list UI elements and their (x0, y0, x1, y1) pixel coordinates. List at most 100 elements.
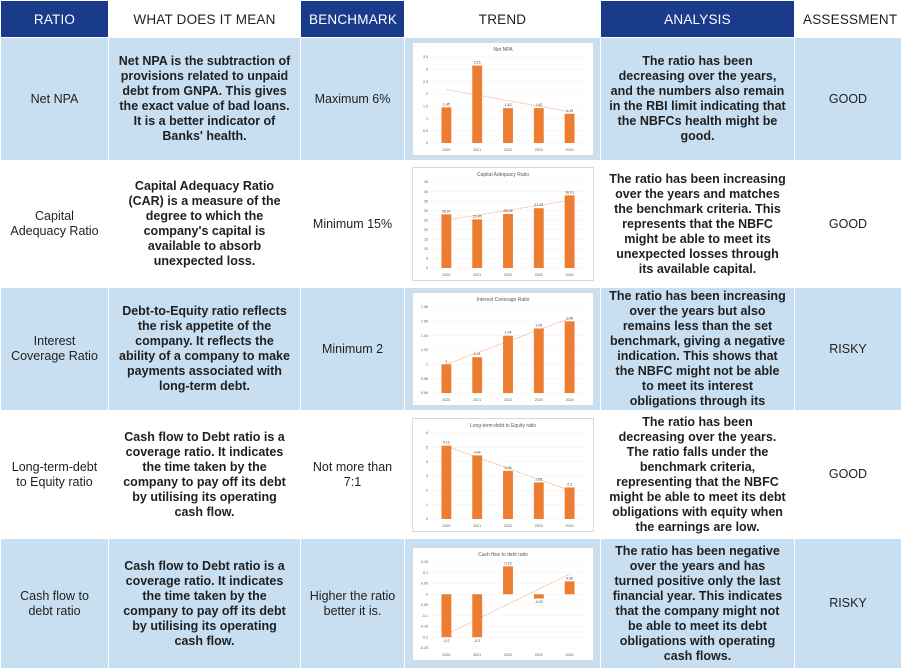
x-tick-label: 2024 (565, 148, 573, 152)
data-label: 1.19 (566, 109, 573, 113)
ratio-analysis: The ratio has been decreasing over the y… (601, 38, 795, 161)
data-label: 3.15 (473, 61, 480, 65)
ratio-analysis: The ratio has been negative over the yea… (601, 539, 795, 669)
data-label: 1.01 (473, 352, 480, 356)
data-label: -0.02 (534, 600, 542, 604)
chart-svg: Cash flow to debt ratio-0.25-0.2-0.15-0.… (413, 548, 593, 660)
y-tick-label: 1.02 (421, 348, 428, 352)
y-tick-label: 1.06 (421, 320, 428, 324)
x-tick-label: 2023 (534, 524, 542, 528)
x-tick-label: 2022 (504, 398, 512, 402)
chart-title: Net NPA (493, 47, 513, 53)
ratio-meaning: Capital Adequacy Ratio (CAR) is a measur… (109, 161, 301, 288)
x-tick-label: 2022 (504, 273, 512, 277)
chart-bar (564, 195, 574, 268)
x-tick-label: 2021 (473, 653, 481, 657)
x-tick-label: 2020 (442, 398, 450, 402)
x-tick-label: 2023 (534, 273, 542, 277)
y-tick-label: 2 (426, 488, 428, 492)
y-tick-label: 35 (424, 199, 428, 203)
data-label: 1 (445, 359, 447, 363)
x-tick-label: 2021 (473, 148, 481, 152)
y-tick-label: 2.5 (423, 80, 428, 84)
header-assessment: ASSESSMENT (795, 1, 901, 38)
y-tick-label: 0.98 (421, 377, 428, 381)
x-tick-label: 2024 (565, 398, 573, 402)
x-tick-label: 2020 (442, 653, 450, 657)
chart-bar (533, 108, 543, 143)
chart-title: Interest Coverage Ratio (476, 297, 529, 303)
chart-bar (533, 482, 543, 519)
ratio-name: Long-term-debt to Equity ratio (1, 411, 109, 539)
ratio-benchmark: Not more than 7:1 (301, 411, 405, 539)
ratio-benchmark: Minimum 2 (301, 288, 405, 411)
chart-bar (503, 470, 513, 518)
y-tick-label: 30 (424, 209, 428, 213)
trend-chart: Cash flow to debt ratio-0.25-0.2-0.15-0.… (412, 547, 594, 661)
y-tick-label: 5 (426, 257, 428, 261)
table-row: Interest Coverage Ratio Debt-to-Equity r… (1, 288, 901, 411)
data-label: 4.44 (473, 450, 480, 454)
chart-bar (472, 594, 482, 637)
table-row: Capital Adequacy Ratio Capital Adequacy … (1, 161, 901, 288)
y-tick-label: 1.5 (423, 104, 428, 108)
ratio-name: Capital Adequacy Ratio (1, 161, 109, 288)
y-tick-label: 25 (424, 218, 428, 222)
chart-bar (564, 321, 574, 393)
data-label: 1.05 (535, 324, 542, 328)
data-label: 2.55 (535, 477, 542, 481)
y-tick-label: 3.5 (423, 55, 428, 59)
chart-bar (441, 364, 451, 393)
header-trend: TREND (405, 1, 601, 38)
x-tick-label: 2022 (504, 524, 512, 528)
ratio-meaning: Debt-to-Equity ratio reflects the risk a… (109, 288, 301, 411)
x-tick-label: 2024 (565, 273, 573, 277)
y-tick-label: 0 (426, 141, 428, 145)
table-row: Net NPA Net NPA is the subtraction of pr… (1, 38, 901, 161)
x-tick-label: 2020 (442, 524, 450, 528)
y-tick-label: 45 (424, 180, 428, 184)
chart-bar (564, 114, 574, 143)
y-tick-label: 0.5 (423, 129, 428, 133)
y-tick-label: 40 (424, 190, 428, 194)
x-tick-label: 2024 (565, 524, 573, 528)
data-label: 1.42 (504, 103, 511, 107)
header-meaning: WHAT DOES IT MEAN (109, 1, 301, 38)
chart-bar (472, 66, 482, 143)
y-tick-label: 1.04 (421, 334, 428, 338)
data-label: 38.01 (565, 190, 574, 194)
table-row: Cash flow to debt ratio Cash flow to Deb… (1, 539, 901, 669)
chart-svg: Net NPA00.511.522.533.51.4520203.1520211… (413, 43, 593, 155)
y-tick-label: -0.15 (419, 624, 427, 628)
x-tick-label: 2020 (442, 148, 450, 152)
chart-title: Capital Adequacy Ratio (477, 172, 529, 178)
x-tick-label: 2021 (473, 398, 481, 402)
y-tick-label: -0.05 (419, 603, 427, 607)
y-tick-label: 0.1 (423, 570, 428, 574)
y-tick-label: -0.2 (421, 635, 427, 639)
chart-bar (533, 594, 543, 598)
trend-cell: Cash flow to debt ratio-0.25-0.2-0.15-0.… (405, 539, 601, 669)
ratio-analysis: The ratio has been increasing over the y… (601, 161, 795, 288)
y-tick-label: 10 (424, 247, 428, 251)
y-tick-label: 1.08 (421, 305, 428, 309)
x-tick-label: 2024 (565, 653, 573, 657)
header-analysis: ANALYSIS (601, 1, 795, 38)
ratio-benchmark: Minimum 15% (301, 161, 405, 288)
chart-bar (564, 487, 574, 519)
data-label: 1.42 (535, 103, 542, 107)
ratio-analysis: The ratio has been decreasing over the y… (601, 411, 795, 539)
x-tick-label: 2022 (504, 653, 512, 657)
y-tick-label: 6 (426, 431, 428, 435)
y-tick-label: 0 (426, 517, 428, 521)
ratio-meaning: Cash flow to Debt ratio is a coverage ra… (109, 411, 301, 539)
chart-bar (533, 208, 543, 268)
header-row: RATIO WHAT DOES IT MEAN BENCHMARK TREND … (1, 1, 901, 38)
x-tick-label: 2021 (473, 273, 481, 277)
y-tick-label: 1 (426, 363, 428, 367)
